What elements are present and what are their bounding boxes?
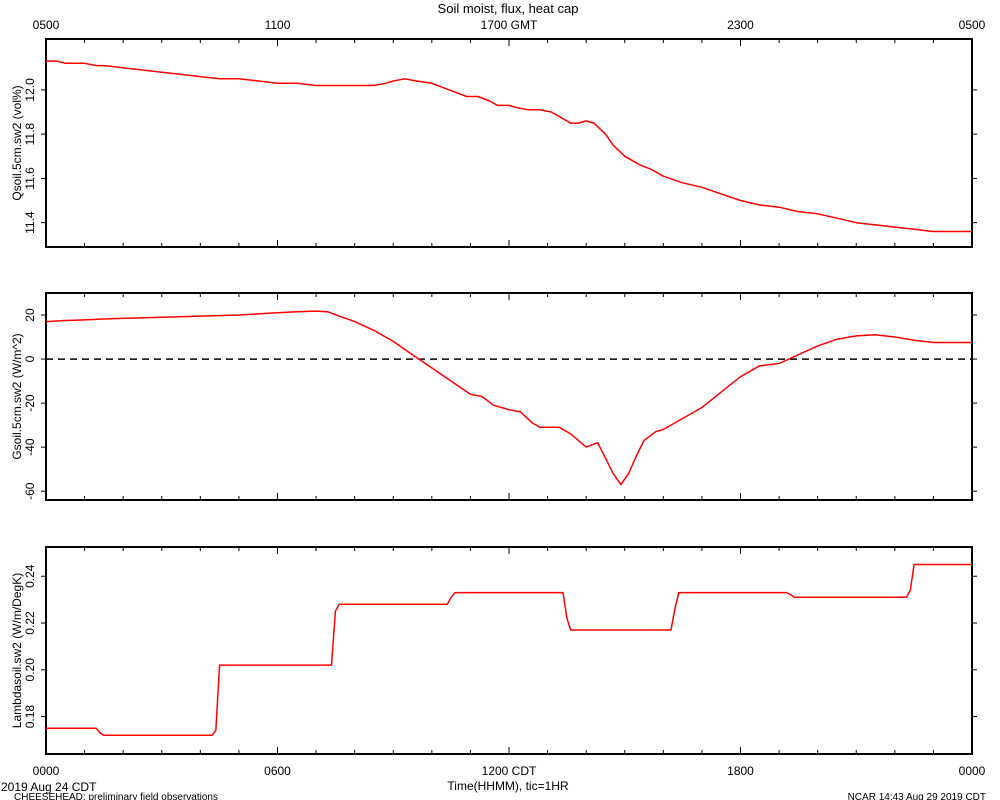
y-tick-label: 0	[23, 355, 37, 362]
bottom-axis-tick-label: 0000	[33, 764, 60, 778]
panel-frame	[45, 38, 973, 248]
y-axis-label: Gsoil.5cm.sw2 (W/m^2)	[10, 333, 24, 459]
start-date-label: 2019 Aug 24 CDT	[1, 780, 97, 794]
top-axis-tick-label: 0500	[33, 18, 60, 32]
top-axis-tick-label: 1700 GMT	[481, 18, 538, 32]
y-tick-label: 12.0	[23, 78, 37, 102]
panel-2: -60 -40 -20 0 20 Gsoil.5cm.sw2 (W/m^2)	[10, 292, 977, 501]
y-tick-label: 20	[23, 308, 37, 322]
top-axis-tick-label: 1100	[265, 18, 291, 32]
footer-left: CHEESEHEAD: preliminary field observatio…	[14, 792, 218, 800]
series-line-panel-1	[46, 60, 972, 233]
panel-frame	[45, 546, 973, 755]
bottom-axis-tick-label: 0600	[264, 764, 291, 778]
bottom-axis-tick-label: 0000	[959, 764, 986, 778]
y-tick-label: 0.24	[23, 564, 37, 588]
y-tick-label: 0.20	[23, 658, 37, 682]
bottom-axis-tick-label: 1800	[727, 764, 754, 778]
y-tick-label: -40	[23, 438, 37, 456]
panel-frame	[45, 292, 973, 501]
top-axis-tick-label: 0500	[959, 18, 986, 32]
y-tick-label: 11.4	[23, 211, 37, 234]
footer-right: NCAR 14:43 Aug 29 2019 CDT	[848, 792, 986, 800]
x-axis-label: Time(HHMM), tic=1HR	[447, 779, 569, 793]
chart-title: Soil moist, flux, heat cap	[438, 1, 579, 16]
y-axis-label: Qsoil.5cm.sw2 (vol%)	[10, 85, 24, 200]
y-tick-label: 11.6	[23, 167, 37, 190]
series-line-panel-3	[46, 563, 972, 737]
y-axis-label: Lambdasoil.sw2 (W/m/DegK)	[10, 573, 24, 728]
top-axis-tick-label: 2300	[727, 18, 754, 32]
y-tick-label: 0.18	[23, 705, 37, 729]
y-tick-label: -60	[23, 482, 37, 500]
y-tick-label: -20	[23, 394, 37, 412]
bottom-axis-tick-label: 1200 CDT	[482, 764, 537, 778]
y-tick-label: 11.8	[23, 123, 37, 146]
y-tick-label: 0.22	[23, 611, 37, 635]
series-line-panel-2	[45, 310, 972, 486]
